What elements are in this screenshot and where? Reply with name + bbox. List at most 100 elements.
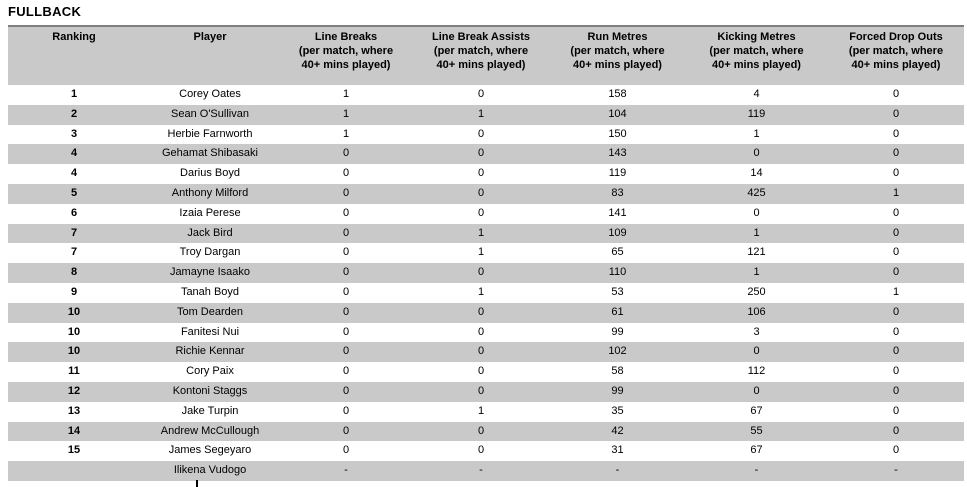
cell-player: Jake Turpin <box>181 404 239 417</box>
cell-line-breaks: 1 <box>342 88 350 100</box>
cell-kicking-metres: 425 <box>747 186 766 199</box>
cell-forced-drop-outs: 1 <box>892 186 900 199</box>
cell-line-break-assists: 1 <box>477 107 485 120</box>
cell-player: Fanitesi Nui <box>180 325 240 338</box>
cell-forced-drop-outs: 0 <box>892 206 900 219</box>
cell-forced-drop-outs: - <box>894 464 898 477</box>
cell-line-breaks: 0 <box>342 206 350 219</box>
cell-line-break-assists: 0 <box>477 127 485 140</box>
cell-ranking: 2 <box>70 107 78 120</box>
cell-ranking: 7 <box>70 246 78 259</box>
cell-kicking-metres: 14 <box>750 167 763 180</box>
table-row: 12 Kontoni Staggs 0 0 99 0 0 <box>8 381 964 402</box>
cell-ranking: 5 <box>70 186 78 199</box>
table-row: 14 Andrew McCullough 0 0 42 55 0 <box>8 421 964 442</box>
cell-player: Corey Oates <box>179 88 241 100</box>
cell-kicking-metres: 106 <box>747 305 766 318</box>
cell-kicking-metres: 0 <box>753 206 760 219</box>
cell-run-metres: 110 <box>608 266 627 279</box>
cell-player: Jamayne Isaako <box>169 266 251 279</box>
cell-kicking-metres: 112 <box>747 365 766 378</box>
cell-run-metres: 104 <box>608 107 627 120</box>
col-header-forced-drop-outs: Forced Drop Outs (per match, where 40+ m… <box>828 26 964 85</box>
cell-run-metres: 53 <box>611 285 624 298</box>
cell-run-metres: 35 <box>611 404 624 417</box>
col-header-sub: (per match, where 40+ mins played) <box>709 45 804 71</box>
col-header-label: Kicking Metres <box>717 31 796 43</box>
cell-run-metres: 65 <box>611 246 624 259</box>
fullback-stats-table: Ranking Player Line Breaks (per match, w… <box>8 25 964 481</box>
cell-line-breaks: 0 <box>342 424 350 437</box>
cell-run-metres: 150 <box>608 127 627 140</box>
cell-line-break-assists: 1 <box>477 285 485 298</box>
cell-forced-drop-outs: 0 <box>892 305 900 318</box>
col-header-sub: (per match, where 40+ mins played) <box>570 45 665 71</box>
cell-ranking: 14 <box>67 424 81 437</box>
cell-ranking: 11 <box>68 365 80 378</box>
cell-forced-drop-outs: 0 <box>892 404 900 417</box>
cell-run-metres: 102 <box>608 345 627 358</box>
cell-line-breaks: 0 <box>342 167 350 180</box>
cell-kicking-metres: 1 <box>753 226 760 239</box>
cell-line-break-assists: 0 <box>477 266 485 279</box>
cell-player: Izaia Perese <box>179 206 241 219</box>
cell-ranking: 10 <box>67 305 81 318</box>
cell-kicking-metres: 1 <box>753 127 760 140</box>
table-row: 7 Troy Dargan 0 1 65 121 0 <box>8 243 964 263</box>
cell-player: Kontoni Staggs <box>172 384 248 397</box>
col-header-ranking: Ranking <box>8 26 140 85</box>
cell-forced-drop-outs: 0 <box>892 266 900 279</box>
cell-player: Tom Dearden <box>176 305 244 318</box>
table-row: 4 Darius Boyd 0 0 119 14 0 <box>8 164 964 184</box>
cell-forced-drop-outs: 0 <box>892 444 900 457</box>
table-row: 3 Herbie Farnworth 1 0 150 1 0 <box>8 125 964 145</box>
cell-ranking: 10 <box>67 345 81 358</box>
cell-line-break-assists: 0 <box>477 88 485 100</box>
col-header-label: Forced Drop Outs <box>849 31 943 43</box>
table-row: 11 Cory Paix 0 0 58 112 0 <box>8 362 964 382</box>
col-header-sub: (per match, where 40+ mins played) <box>298 45 394 71</box>
cell-line-breaks: 0 <box>342 345 350 358</box>
cell-kicking-metres: 119 <box>747 107 766 120</box>
cell-line-breaks: 0 <box>342 325 350 338</box>
cell-run-metres: 109 <box>608 226 627 239</box>
cell-ranking: 4 <box>70 167 78 180</box>
cell-ranking: 3 <box>70 127 78 140</box>
table-row: 6 Izaia Perese 0 0 141 0 0 <box>8 204 964 224</box>
cell-player: Darius Boyd <box>180 167 240 180</box>
cell-player: Tanah Boyd <box>180 285 240 298</box>
cell-line-break-assists: 0 <box>477 365 485 378</box>
cell-ranking: 7 <box>70 226 78 239</box>
cell-forced-drop-outs: 0 <box>892 167 900 180</box>
header-row: Ranking Player Line Breaks (per match, w… <box>8 26 964 85</box>
cell-forced-drop-outs: 0 <box>892 147 900 160</box>
col-header-label: Run Metres <box>587 31 648 43</box>
text-cursor <box>196 480 198 487</box>
cell-kicking-metres: 67 <box>750 444 763 457</box>
cell-player: Ilikena Vudogo <box>173 464 247 477</box>
cell-line-break-assists: 0 <box>477 305 485 318</box>
cell-line-break-assists: 0 <box>477 186 485 199</box>
cell-player: Sean O'Sullivan <box>171 107 249 120</box>
table-row: 7 Jack Bird 0 1 109 1 0 <box>8 223 964 244</box>
cell-kicking-metres: 1 <box>753 266 760 279</box>
cell-forced-drop-outs: 0 <box>892 365 900 378</box>
cell-run-metres: 158 <box>608 88 627 100</box>
cell-line-breaks: 0 <box>342 186 350 199</box>
cell-line-breaks: 1 <box>342 107 350 120</box>
cell-kicking-metres: 121 <box>747 246 766 259</box>
cell-player: Anthony Milford <box>171 186 249 199</box>
col-header-label: Player <box>193 31 227 43</box>
cell-forced-drop-outs: 0 <box>892 384 900 397</box>
cell-forced-drop-outs: 0 <box>892 246 900 259</box>
cell-run-metres: 83 <box>611 186 624 199</box>
col-header-label: Ranking <box>52 31 96 43</box>
cell-line-breaks: 1 <box>342 127 350 140</box>
col-header-line-break-assists: Line Break Assists (per match, where 40+… <box>412 26 550 85</box>
cell-line-breaks: 0 <box>342 305 350 318</box>
cell-line-breaks: 0 <box>342 266 350 279</box>
cell-player: James Segeyaro <box>168 444 252 457</box>
cell-line-break-assists: - <box>479 464 483 477</box>
cell-player: Herbie Farnworth <box>167 127 253 140</box>
cell-ranking: 10 <box>67 325 81 338</box>
